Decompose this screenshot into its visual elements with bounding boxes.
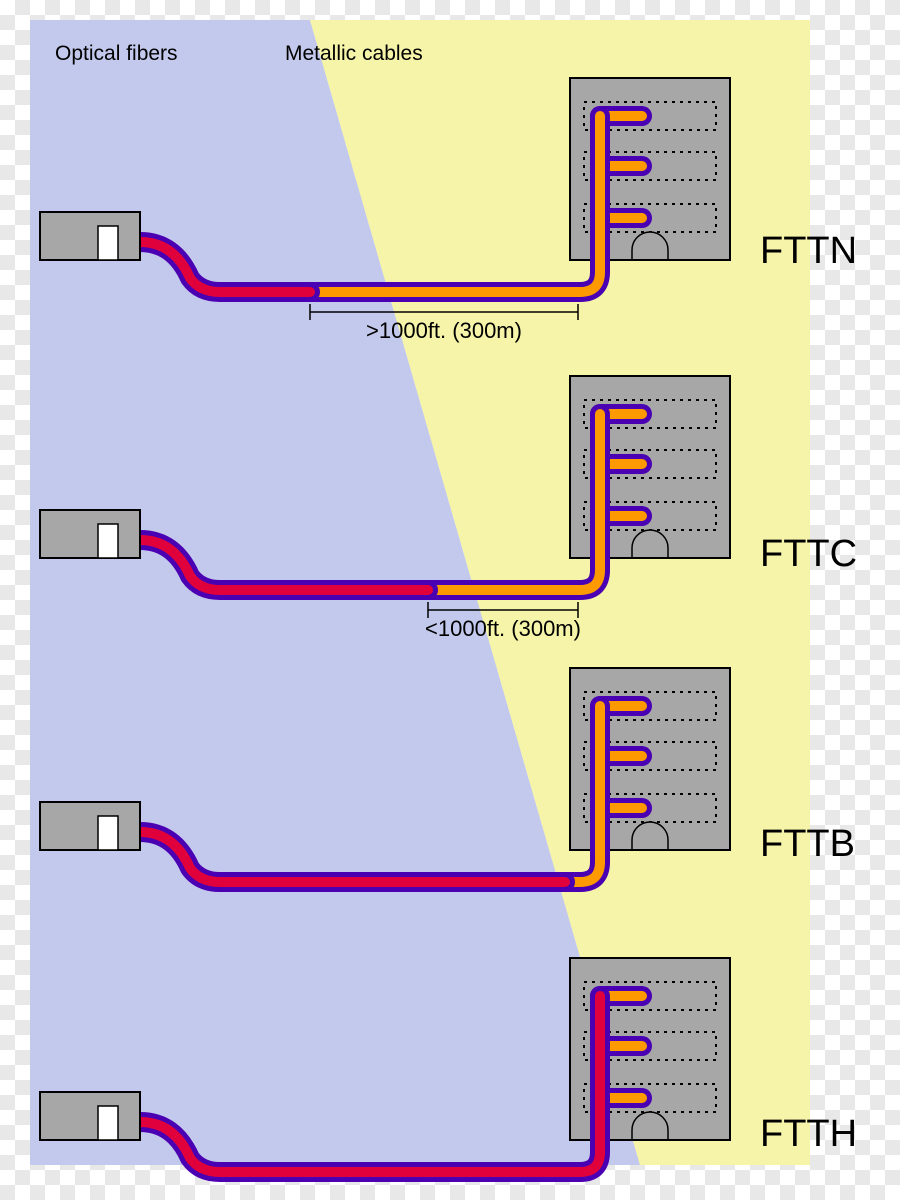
acronym-fttn: FTTN <box>760 230 857 272</box>
metallic-cables-label: Metallic cables <box>285 42 423 65</box>
distance-label-fttn: >1000ft. (300m) <box>366 318 522 343</box>
optical-fibers-label: Optical fibers <box>55 42 178 65</box>
distance-label-fttc: <1000ft. (300m) <box>425 616 581 641</box>
acronym-ftth: FTTH <box>760 1113 857 1155</box>
diagram-canvas: Optical fibers Metallic cables >1000ft. … <box>0 0 900 1200</box>
acronym-fttc: FTTC <box>760 533 857 575</box>
diagram-svg: Optical fibers Metallic cables >1000ft. … <box>0 0 900 1200</box>
acronym-fttb: FTTB <box>760 823 855 865</box>
